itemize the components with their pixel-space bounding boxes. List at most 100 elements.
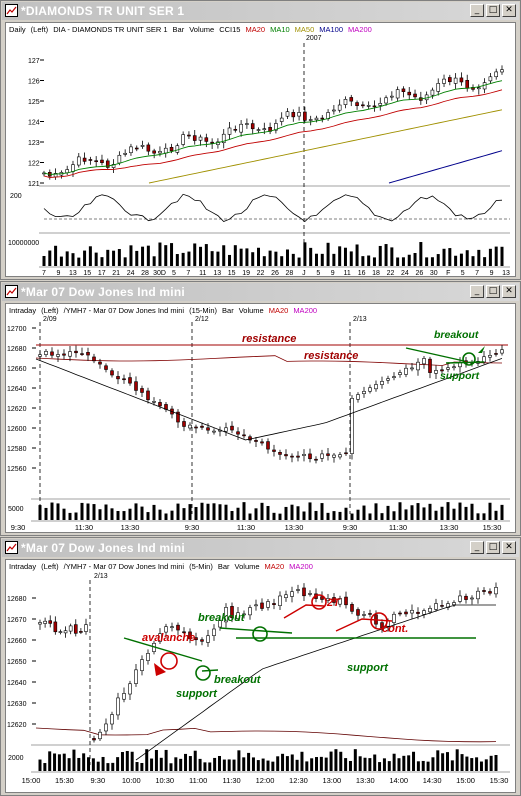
- volume-bar: [494, 510, 498, 520]
- volume-bar: [455, 749, 459, 771]
- trend-line: [405, 347, 465, 362]
- intraday-candle: [58, 631, 63, 633]
- volume-bar: [500, 246, 504, 266]
- volume-bar: [188, 756, 192, 771]
- volume-bar: [154, 750, 158, 771]
- volume-bar: [344, 507, 348, 520]
- intraday-candle: [92, 738, 96, 741]
- volume-bar: [116, 511, 120, 520]
- volume-bar: [77, 757, 81, 771]
- intraday-candle: [122, 378, 126, 381]
- avalanche-annotation: avalanche: [142, 632, 195, 644]
- volume-bar: [319, 756, 323, 771]
- support-circle: [195, 665, 211, 681]
- close-button[interactable]: ✕: [502, 541, 516, 554]
- intraday-candle: [272, 603, 276, 605]
- window-titlebar[interactable]: *DIAMONDS TR UNIT SER 1 _ □ ✕: [2, 2, 519, 20]
- volume-bar: [353, 749, 357, 771]
- volume-bar: [419, 242, 423, 266]
- intraday-candle: [260, 602, 264, 609]
- volume-bar: [329, 751, 333, 771]
- intraday-candle: [308, 593, 312, 595]
- breakout-annotation: breakout: [214, 674, 262, 686]
- volume-bar: [159, 757, 163, 771]
- price-tick-label: 12560: [7, 466, 27, 473]
- chart-type-label: Bar: [217, 562, 230, 571]
- maximize-button[interactable]: □: [486, 285, 500, 298]
- chart-header: Daily (Left) DIA - DIAMONDS TR UNIT SER 1 B…: [9, 25, 377, 34]
- time-tick-label: 9:30: [91, 776, 106, 785]
- intraday-candle: [38, 622, 42, 625]
- intraday-5min-plot-area[interactable]: Intraday (Left) /YMH7 - Mar 07 Dow Jones I…: [5, 559, 516, 793]
- volume-bar: [428, 503, 432, 520]
- intraday-candle: [242, 613, 246, 616]
- volume-bar: [291, 253, 295, 266]
- window-titlebar[interactable]: *Mar 07 Dow Jones Ind mini _ □ ✕: [2, 283, 519, 301]
- ma10-legend: MA10: [270, 25, 290, 34]
- volume-bar: [284, 506, 288, 520]
- daily-candle: [88, 159, 93, 161]
- intraday-candle: [260, 441, 264, 444]
- volume-bar: [71, 253, 75, 266]
- close-button[interactable]: ✕: [502, 4, 516, 17]
- close-button[interactable]: ✕: [502, 285, 516, 298]
- date-marker-label: 2/12: [195, 316, 209, 323]
- minimize-button[interactable]: _: [470, 541, 484, 554]
- minimize-button[interactable]: _: [470, 285, 484, 298]
- intraday-candle: [302, 453, 306, 456]
- daily-candle: [314, 117, 319, 121]
- volume-bar: [239, 248, 243, 266]
- intraday-15min-plot-area[interactable]: Intraday (Left) /YMH7 - Mar 07 Dow Jones I…: [5, 303, 516, 533]
- daily-candle: [494, 71, 499, 78]
- volume-bar: [242, 757, 246, 771]
- volume-bar: [374, 503, 378, 520]
- daily-candle: [181, 134, 185, 145]
- volume-bar: [363, 757, 367, 771]
- daily-candle: [187, 134, 191, 137]
- daily-candle: [395, 89, 400, 99]
- time-tick-label: 10:30: [155, 776, 174, 785]
- volume-bar: [101, 756, 105, 771]
- maximize-button[interactable]: □: [486, 541, 500, 554]
- daily-candle: [297, 112, 301, 117]
- volume-bar: [187, 251, 191, 266]
- volume-bar: [140, 763, 144, 771]
- volume-bar: [315, 757, 319, 771]
- volume-bar: [367, 255, 371, 266]
- daily-candle: [76, 156, 81, 166]
- date-tick-label: 16: [358, 270, 366, 277]
- daily-candle: [442, 78, 446, 84]
- volume-bar: [208, 762, 212, 771]
- minimize-button[interactable]: _: [470, 4, 484, 17]
- date-tick-label: 18: [372, 270, 380, 277]
- volume-bar: [82, 753, 86, 771]
- price-tick-label: 121: [28, 181, 40, 188]
- daily-chart-plot-area[interactable]: Daily (Left) DIA - DIAMONDS TR UNIT SER 1 B…: [5, 22, 516, 277]
- intraday-candle: [146, 390, 150, 401]
- intraday-candle: [206, 427, 210, 431]
- volume-bar: [482, 513, 486, 520]
- volume-bar: [421, 760, 425, 771]
- intraday-candle: [344, 452, 348, 455]
- volume-bar: [500, 504, 504, 520]
- volume-bar: [158, 509, 162, 520]
- volume-bar: [422, 507, 426, 520]
- window-titlebar[interactable]: *Mar 07 Dow Jones Ind mini _ □ ✕: [2, 539, 519, 557]
- volume-bar: [338, 246, 342, 266]
- volume-bar: [266, 760, 270, 771]
- volume-bar: [488, 248, 492, 266]
- daily-candle: [477, 87, 481, 90]
- date-tick-label: 26: [415, 270, 423, 277]
- intraday-candle: [422, 610, 426, 615]
- maximize-button[interactable]: □: [486, 4, 500, 17]
- volume-bar: [290, 754, 294, 771]
- intraday-candle: [416, 361, 420, 371]
- daily-candle: [111, 164, 116, 168]
- daily-candle: [459, 77, 464, 83]
- ma20-legend: MA20: [245, 25, 266, 34]
- volume-bar: [175, 254, 179, 266]
- intraday-candle: [212, 430, 216, 433]
- daily-candle: [117, 154, 122, 164]
- volume-bar: [74, 512, 78, 520]
- volume-bar: [338, 511, 342, 520]
